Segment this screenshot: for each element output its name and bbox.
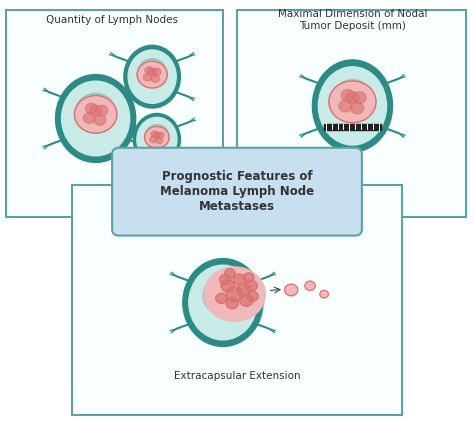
Circle shape	[157, 132, 164, 138]
Circle shape	[145, 67, 154, 75]
Text: Prognostic Features of
Melanoma Lymph Node
Metastases: Prognostic Features of Melanoma Lymph No…	[160, 170, 314, 213]
Ellipse shape	[312, 60, 392, 152]
Circle shape	[353, 92, 366, 104]
Circle shape	[151, 75, 159, 83]
Circle shape	[216, 293, 227, 304]
Circle shape	[226, 298, 238, 309]
Circle shape	[153, 68, 161, 76]
FancyBboxPatch shape	[237, 10, 465, 217]
Circle shape	[90, 105, 101, 116]
Circle shape	[240, 295, 253, 306]
Ellipse shape	[138, 59, 166, 85]
Circle shape	[245, 280, 257, 291]
FancyBboxPatch shape	[112, 148, 362, 236]
Circle shape	[154, 132, 160, 138]
Circle shape	[305, 281, 315, 290]
FancyBboxPatch shape	[6, 10, 223, 217]
Ellipse shape	[203, 277, 243, 314]
Circle shape	[339, 100, 352, 112]
Circle shape	[226, 287, 243, 302]
Circle shape	[94, 115, 106, 125]
Circle shape	[145, 126, 169, 148]
Circle shape	[284, 284, 298, 296]
Ellipse shape	[332, 80, 373, 119]
Circle shape	[151, 131, 158, 137]
Circle shape	[346, 92, 359, 104]
Circle shape	[150, 136, 156, 143]
Ellipse shape	[189, 265, 257, 340]
Ellipse shape	[128, 50, 176, 103]
Text: Quantity of Lymph Nodes: Quantity of Lymph Nodes	[46, 15, 178, 25]
Ellipse shape	[145, 125, 169, 147]
Circle shape	[233, 274, 246, 285]
Ellipse shape	[137, 117, 177, 161]
Circle shape	[74, 96, 117, 133]
FancyBboxPatch shape	[72, 185, 402, 416]
Circle shape	[204, 267, 265, 321]
Ellipse shape	[55, 75, 136, 163]
Circle shape	[341, 90, 355, 101]
Text: Extracapsular Extension: Extracapsular Extension	[173, 371, 301, 381]
Circle shape	[144, 74, 152, 81]
Circle shape	[156, 138, 163, 144]
Circle shape	[247, 291, 258, 301]
Circle shape	[351, 102, 364, 114]
Ellipse shape	[133, 114, 181, 165]
Circle shape	[96, 105, 108, 116]
Ellipse shape	[62, 81, 130, 156]
Circle shape	[244, 273, 254, 282]
Text: Maximal Dimension of Nodal
Tumor Deposit (mm): Maximal Dimension of Nodal Tumor Deposit…	[278, 9, 427, 31]
Circle shape	[221, 280, 234, 292]
Ellipse shape	[319, 67, 386, 145]
Circle shape	[137, 61, 167, 88]
Circle shape	[83, 113, 95, 123]
Circle shape	[219, 274, 231, 285]
Circle shape	[320, 290, 328, 298]
Ellipse shape	[183, 258, 263, 346]
Circle shape	[329, 81, 376, 123]
Ellipse shape	[124, 45, 181, 108]
Circle shape	[237, 284, 251, 296]
Circle shape	[85, 104, 97, 114]
Circle shape	[225, 269, 235, 278]
Circle shape	[148, 68, 156, 76]
Ellipse shape	[76, 93, 116, 131]
